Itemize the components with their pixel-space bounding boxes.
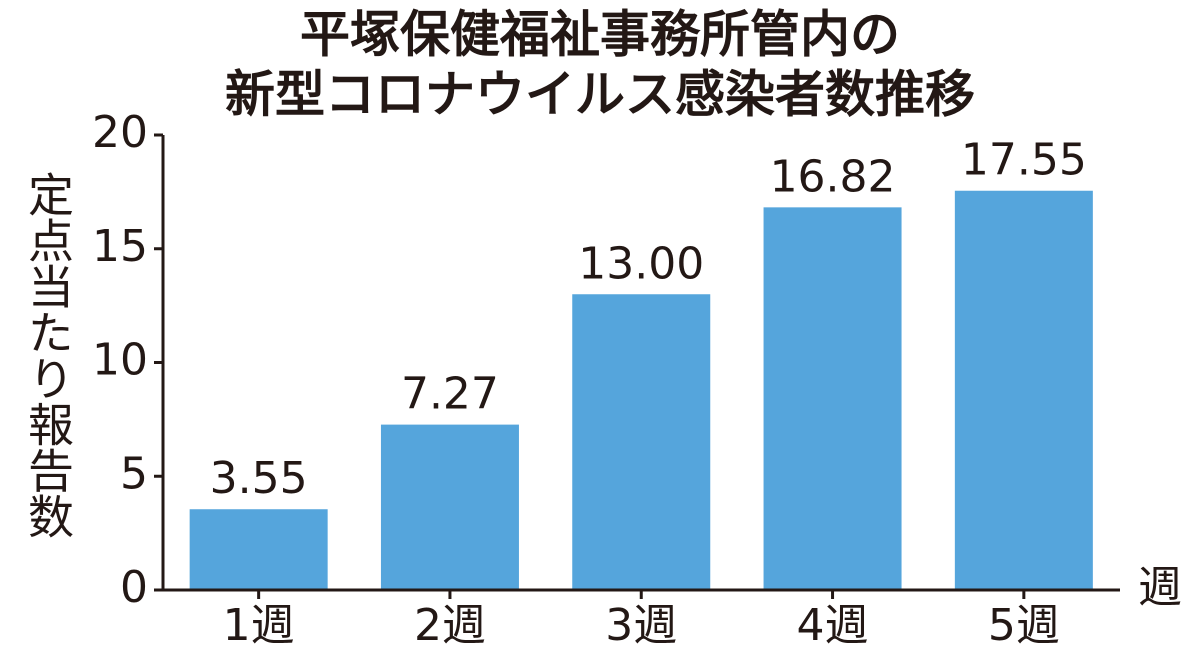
value-label: 7.27 [401, 369, 499, 420]
x-tick-label: 2週 [414, 600, 486, 651]
value-label: 3.55 [210, 453, 308, 504]
y-tick-label: 10 [92, 335, 148, 386]
y-axis-label: 定点当たり報告数 [21, 171, 75, 539]
y-tick-label: 0 [120, 562, 148, 613]
bar [572, 294, 711, 590]
bar [189, 509, 328, 590]
y-tick-label: 20 [92, 107, 148, 158]
x-tick-label: 1週 [223, 600, 295, 651]
value-label: 16.82 [770, 151, 896, 202]
x-tick-label: 4週 [797, 600, 869, 651]
chart-title: 平塚保健福祉事務所管内の [300, 6, 900, 64]
y-tick-label: 5 [120, 448, 148, 499]
chart-title: 新型コロナウイルス感染者数推移 [225, 66, 975, 124]
y-tick-label: 15 [92, 221, 148, 272]
x-tick-label: 5週 [988, 600, 1060, 651]
value-label: 13.00 [578, 238, 704, 289]
bar [954, 190, 1093, 591]
value-label: 17.55 [961, 135, 1087, 186]
bar [380, 424, 519, 590]
x-tick-label: 3週 [605, 600, 677, 651]
x-axis-label: 週 [1138, 562, 1182, 613]
bar [763, 207, 902, 590]
